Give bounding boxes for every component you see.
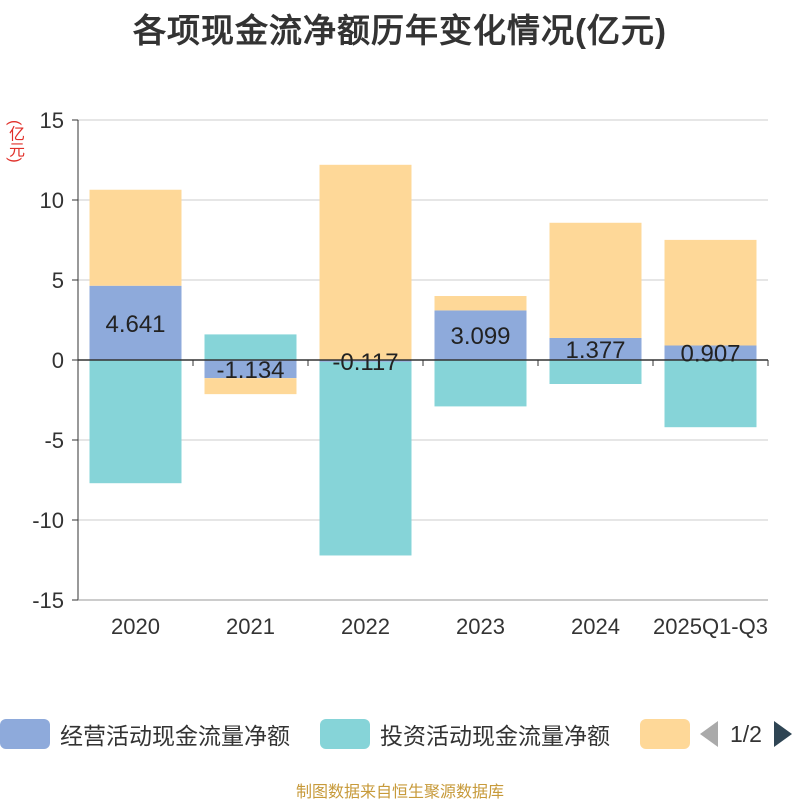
legend-swatch-operating: [0, 719, 50, 749]
x-tick-label: 2023: [456, 614, 505, 639]
bar-series1-2020: [89, 360, 182, 484]
y-tick-label: 5: [52, 268, 64, 293]
data-label-operating: 1.377: [565, 337, 625, 364]
legend-page-indicator: 1/2: [730, 720, 762, 747]
y-axis-unit: (亿元): [6, 120, 23, 163]
chart-title: 各项现金流净额历年变化情况(亿元): [133, 12, 667, 49]
data-label-operating: 3.099: [450, 323, 510, 350]
data-label-operating: 4.641: [105, 311, 165, 338]
legend-item-investing[interactable]: 投资活动现金流量净额: [320, 712, 610, 756]
legend: 经营活动现金流量净额 投资活动现金流量净额: [0, 712, 800, 756]
x-tick-label: 2022: [341, 614, 390, 639]
legend-pager: 1/2: [700, 712, 792, 756]
legend-item-operating[interactable]: 经营活动现金流量净额: [0, 712, 290, 756]
bar-series2-2024: [549, 222, 642, 338]
data-label-operating: 0.907: [680, 341, 740, 368]
legend-prev-icon[interactable]: [700, 721, 718, 747]
bar-series0-2022: [319, 360, 412, 362]
bar-series0-2023: [434, 310, 527, 360]
bar-series1-2023: [434, 360, 527, 407]
data-source-note: 制图数据来自恒生聚源数据库: [295, 784, 504, 801]
bar-series1-2024: [549, 360, 642, 384]
bar-series0-2024: [549, 337, 642, 360]
y-tick-label: 0: [52, 348, 64, 373]
legend-label-investing: 投资活动现金流量净额: [380, 723, 610, 749]
y-tick-label: -10: [32, 508, 64, 533]
bar-series0-2025Q1-Q3: [664, 345, 757, 360]
bar-series1-2021: [204, 334, 297, 360]
bar-series2-2023: [434, 296, 527, 311]
legend-label-operating: 经营活动现金流量净额: [60, 723, 290, 749]
bar-series1-2022: [319, 361, 412, 556]
data-label-operating: -0.117: [332, 349, 398, 376]
y-tick-label: -15: [32, 588, 64, 613]
x-tick-label: 2021: [226, 614, 275, 639]
y-tick-label: 15: [40, 108, 64, 133]
x-tick-label: 2020: [111, 614, 160, 639]
bar-series2-2025Q1-Q3: [664, 239, 757, 346]
bar-series2-2020: [89, 189, 182, 286]
legend-next-icon[interactable]: [773, 721, 792, 747]
legend-swatch-investing: [320, 719, 370, 749]
y-tick-label: -5: [44, 428, 64, 453]
x-tick-label: 2025Q1-Q3: [653, 614, 768, 639]
legend-swatch-financing: [640, 719, 690, 749]
bar-series0-2021: [204, 360, 297, 379]
data-label-operating: -1.134: [216, 357, 284, 384]
x-tick-label: 2024: [571, 614, 620, 639]
bar-series0-2020: [89, 285, 182, 360]
y-tick-label: 10: [40, 188, 64, 213]
legend-item-financing[interactable]: [640, 712, 690, 756]
bar-chart: 15 10 5 0 -5 -10 -15 2020 2021 2022 2023 2024 2025Q1…: [32, 108, 769, 639]
bar-series2-2021: [204, 378, 297, 395]
bar-series1-2025Q1-Q3: [664, 360, 757, 428]
bar-series2-2022: [319, 164, 412, 360]
